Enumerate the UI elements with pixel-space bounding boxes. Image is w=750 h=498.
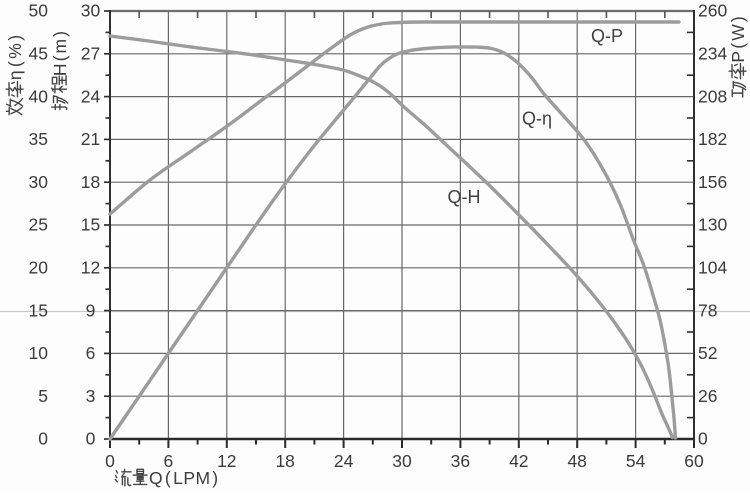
svg-text:0: 0 xyxy=(38,429,48,449)
svg-text:20: 20 xyxy=(29,258,49,278)
svg-text:(: ( xyxy=(165,468,171,488)
svg-text:15: 15 xyxy=(29,300,48,320)
svg-text:9: 9 xyxy=(86,300,96,320)
svg-text:52: 52 xyxy=(698,343,717,363)
svg-text:L: L xyxy=(173,468,183,488)
svg-text:208: 208 xyxy=(698,86,727,106)
svg-text:12: 12 xyxy=(217,451,236,471)
svg-text:0: 0 xyxy=(105,451,115,471)
svg-text:Q-η: Q-η xyxy=(522,109,552,129)
svg-text:%: % xyxy=(5,43,25,59)
svg-text:15: 15 xyxy=(81,215,100,235)
svg-text:27: 27 xyxy=(81,44,100,64)
svg-text:η: η xyxy=(5,70,25,80)
svg-text:36: 36 xyxy=(451,451,470,471)
svg-text:(: ( xyxy=(50,55,70,61)
svg-text:): ) xyxy=(5,35,25,41)
svg-text:12: 12 xyxy=(81,258,100,278)
svg-text:0: 0 xyxy=(698,429,708,449)
svg-text:(: ( xyxy=(728,43,748,49)
svg-text:30: 30 xyxy=(81,1,101,21)
svg-text:): ) xyxy=(212,468,218,488)
svg-text:5: 5 xyxy=(38,386,48,406)
svg-text:Q-H: Q-H xyxy=(448,187,481,207)
svg-text:130: 130 xyxy=(698,215,727,235)
svg-text:54: 54 xyxy=(626,451,646,471)
svg-text:W: W xyxy=(728,24,748,41)
svg-text:24: 24 xyxy=(334,451,354,471)
svg-text:48: 48 xyxy=(567,451,586,471)
svg-text:P: P xyxy=(183,468,195,488)
svg-text:): ) xyxy=(50,31,70,37)
svg-text:6: 6 xyxy=(164,451,174,471)
svg-text:21: 21 xyxy=(81,129,100,149)
svg-text:18: 18 xyxy=(81,172,100,192)
svg-text:6: 6 xyxy=(86,343,96,363)
svg-text:104: 104 xyxy=(698,258,727,278)
svg-text:182: 182 xyxy=(698,129,727,149)
svg-text:260: 260 xyxy=(698,1,727,21)
svg-text:H: H xyxy=(50,63,70,76)
svg-text:60: 60 xyxy=(684,451,704,471)
svg-text:18: 18 xyxy=(275,451,294,471)
svg-text:m: m xyxy=(50,39,70,54)
svg-text:30: 30 xyxy=(392,451,412,471)
svg-text:45: 45 xyxy=(29,44,48,64)
svg-text:10: 10 xyxy=(29,343,49,363)
svg-text:24: 24 xyxy=(81,86,101,106)
svg-text:P: P xyxy=(728,51,748,63)
svg-text:Q-P: Q-P xyxy=(591,26,623,46)
svg-text:35: 35 xyxy=(29,129,48,149)
svg-text:M: M xyxy=(196,468,211,488)
svg-text:): ) xyxy=(728,16,748,22)
svg-text:42: 42 xyxy=(509,451,528,471)
svg-text:78: 78 xyxy=(698,300,717,320)
svg-text:26: 26 xyxy=(698,386,717,406)
svg-text:156: 156 xyxy=(698,172,727,192)
svg-text:25: 25 xyxy=(29,215,48,235)
svg-text:3: 3 xyxy=(86,386,96,406)
svg-text:50: 50 xyxy=(29,1,49,21)
svg-text:234: 234 xyxy=(698,44,727,64)
svg-text:30: 30 xyxy=(29,172,49,192)
svg-text:Q: Q xyxy=(149,468,163,488)
svg-text:0: 0 xyxy=(86,429,96,449)
svg-text:(: ( xyxy=(5,61,25,67)
svg-text:40: 40 xyxy=(29,86,49,106)
